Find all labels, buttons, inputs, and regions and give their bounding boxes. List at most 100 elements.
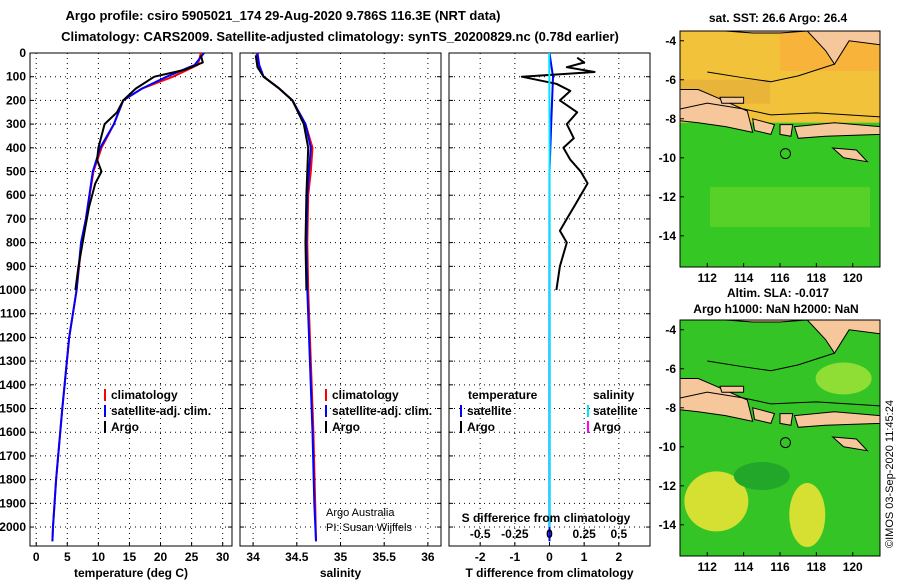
- x-axis-label: temperature (deg C): [74, 566, 188, 580]
- argo-location-marker: [779, 148, 791, 160]
- y-tick-label: 1900: [0, 496, 26, 510]
- legend-label: climatology: [332, 388, 399, 402]
- sla-map-subtitle: Argo h1000: NaN h2000: NaN: [693, 302, 858, 316]
- map-y-tick-label: -6: [665, 362, 676, 376]
- y-tick-label: 1500: [0, 402, 26, 416]
- land-mass: [752, 407, 776, 424]
- x-tick-label: 0: [546, 550, 553, 564]
- land-mass: [831, 436, 869, 452]
- legend-label: Argo: [467, 420, 495, 434]
- map-y-tick-label: -8: [665, 401, 676, 415]
- figure-title-line1: Argo profile: csiro 5905021_174 29-Aug-2…: [66, 8, 501, 23]
- land-mass: [719, 385, 745, 393]
- difference-panel: -2 -1 0 1 2 T difference from climatology temp…: [448, 52, 651, 580]
- map-y-tick-label: -14: [659, 229, 677, 243]
- legend-salinity-header: salinity: [593, 388, 635, 402]
- depth-contour: [707, 352, 835, 372]
- annotation-argo-australia: Argo Australia: [326, 507, 395, 519]
- y-tick-label: 800: [6, 236, 26, 250]
- map-y-tick-label: -14: [659, 518, 677, 532]
- x-tick-label: 30: [216, 550, 230, 564]
- y-tick-label: 2000: [0, 520, 26, 534]
- x-tick-label: -1: [510, 550, 521, 564]
- x-tick-label: 34: [246, 550, 260, 564]
- series-line-salinity-satellite: [548, 52, 551, 527]
- x-tick-label: 34.5: [285, 550, 309, 564]
- map-x-tick-label: 112: [698, 560, 718, 574]
- depth-contour: [707, 63, 835, 83]
- plot-frame: [239, 52, 442, 547]
- sla-blob-mid: [815, 362, 872, 395]
- y-tick-label: 100: [6, 70, 26, 84]
- x-tick-label: 36: [421, 550, 435, 564]
- top-axis-tick-label: -0.5: [470, 527, 491, 541]
- land-mass: [680, 31, 880, 66]
- sla-blob-low: [733, 462, 790, 491]
- sla-blob-high: [684, 471, 749, 532]
- y-tick-label: 300: [6, 117, 26, 131]
- map-y-tick-label: -12: [659, 479, 677, 493]
- legend-label: Argo: [111, 420, 139, 434]
- map-x-tick-label: 120: [843, 271, 863, 285]
- salinity-panel: 34 34.5 35 35.5 36 salinity climatology satelli…: [239, 52, 442, 580]
- y-tick-label: 0: [19, 46, 26, 60]
- annotation-pi: PI: Susan Wijffels: [326, 522, 412, 534]
- map-y-tick-label: -10: [659, 440, 677, 454]
- legend-label: Argo: [593, 420, 621, 434]
- plot-frame: [29, 52, 233, 547]
- y-tick-label: 1300: [0, 354, 26, 368]
- y-tick-label: 1700: [0, 449, 26, 463]
- x-tick-label: 5: [64, 550, 71, 564]
- depth-contour: [680, 391, 880, 407]
- map-x-tick-label: 118: [807, 271, 827, 285]
- x-tick-label: 15: [123, 550, 137, 564]
- y-tick-label: 1400: [0, 378, 26, 392]
- land-mass: [779, 413, 794, 426]
- land-mass: [793, 411, 880, 428]
- y-tick-label: 1200: [0, 330, 26, 344]
- y-tick-label: 1800: [0, 473, 26, 487]
- land-mass: [779, 124, 794, 137]
- y-tick-label: 1100: [0, 307, 26, 321]
- map-y-tick-label: -12: [659, 190, 677, 204]
- x-tick-label: 35: [334, 550, 348, 564]
- map-y-tick-label: -8: [665, 112, 676, 126]
- legend-label: climatology: [111, 388, 178, 402]
- land-mass: [680, 89, 754, 134]
- series-line-argo: [254, 55, 310, 291]
- top-axis-tick-label: 0.5: [610, 527, 627, 541]
- map-x-tick-label: 112: [698, 271, 718, 285]
- y-tick-label: 500: [6, 165, 26, 179]
- x-tick-label: -2: [475, 550, 486, 564]
- series-line-argo: [74, 55, 204, 291]
- sst-map-panel: 112 114 116 118 120 -4 -6 -8 -10 -12 -14: [659, 30, 881, 285]
- imos-credit: ©IMOS 03-Sep-2020 11:45:24: [884, 400, 896, 548]
- temperature-panel: 0100200300400500600700800900100011001200…: [0, 46, 233, 580]
- top-axis-label: S difference from climatology: [462, 511, 631, 525]
- land-mass: [793, 122, 880, 139]
- x-tick-label: 0: [33, 550, 40, 564]
- x-tick-label: 10: [92, 550, 106, 564]
- depth-contour: [680, 102, 880, 118]
- land-mass: [719, 96, 745, 104]
- top-axis-tick-label: 0: [546, 527, 553, 541]
- legend-label: satellite: [467, 404, 512, 418]
- y-tick-label: 400: [6, 141, 26, 155]
- x-axis-label: T difference from climatology: [465, 566, 633, 580]
- sst-map-title: sat. SST: 26.6 Argo: 26.4: [709, 11, 848, 25]
- legend-temperature-header: temperature: [468, 388, 538, 402]
- land-mass: [831, 147, 869, 163]
- top-axis-tick-label: 0.25: [572, 527, 596, 541]
- y-tick-label: 1000: [0, 283, 26, 297]
- y-tick-label: 900: [6, 259, 26, 273]
- y-tick-label: 1600: [0, 425, 26, 439]
- legend-label: satellite-adj. clim.: [111, 404, 211, 418]
- y-tick-label: 200: [6, 93, 26, 107]
- map-body: [680, 31, 880, 267]
- figure-title-line2: Climatology: CARS2009. Satellite-adjuste…: [61, 29, 619, 44]
- land-mass: [680, 320, 880, 355]
- argo-location-marker: [779, 437, 791, 449]
- map-x-tick-label: 120: [843, 560, 863, 574]
- legend-label: Argo: [332, 420, 360, 434]
